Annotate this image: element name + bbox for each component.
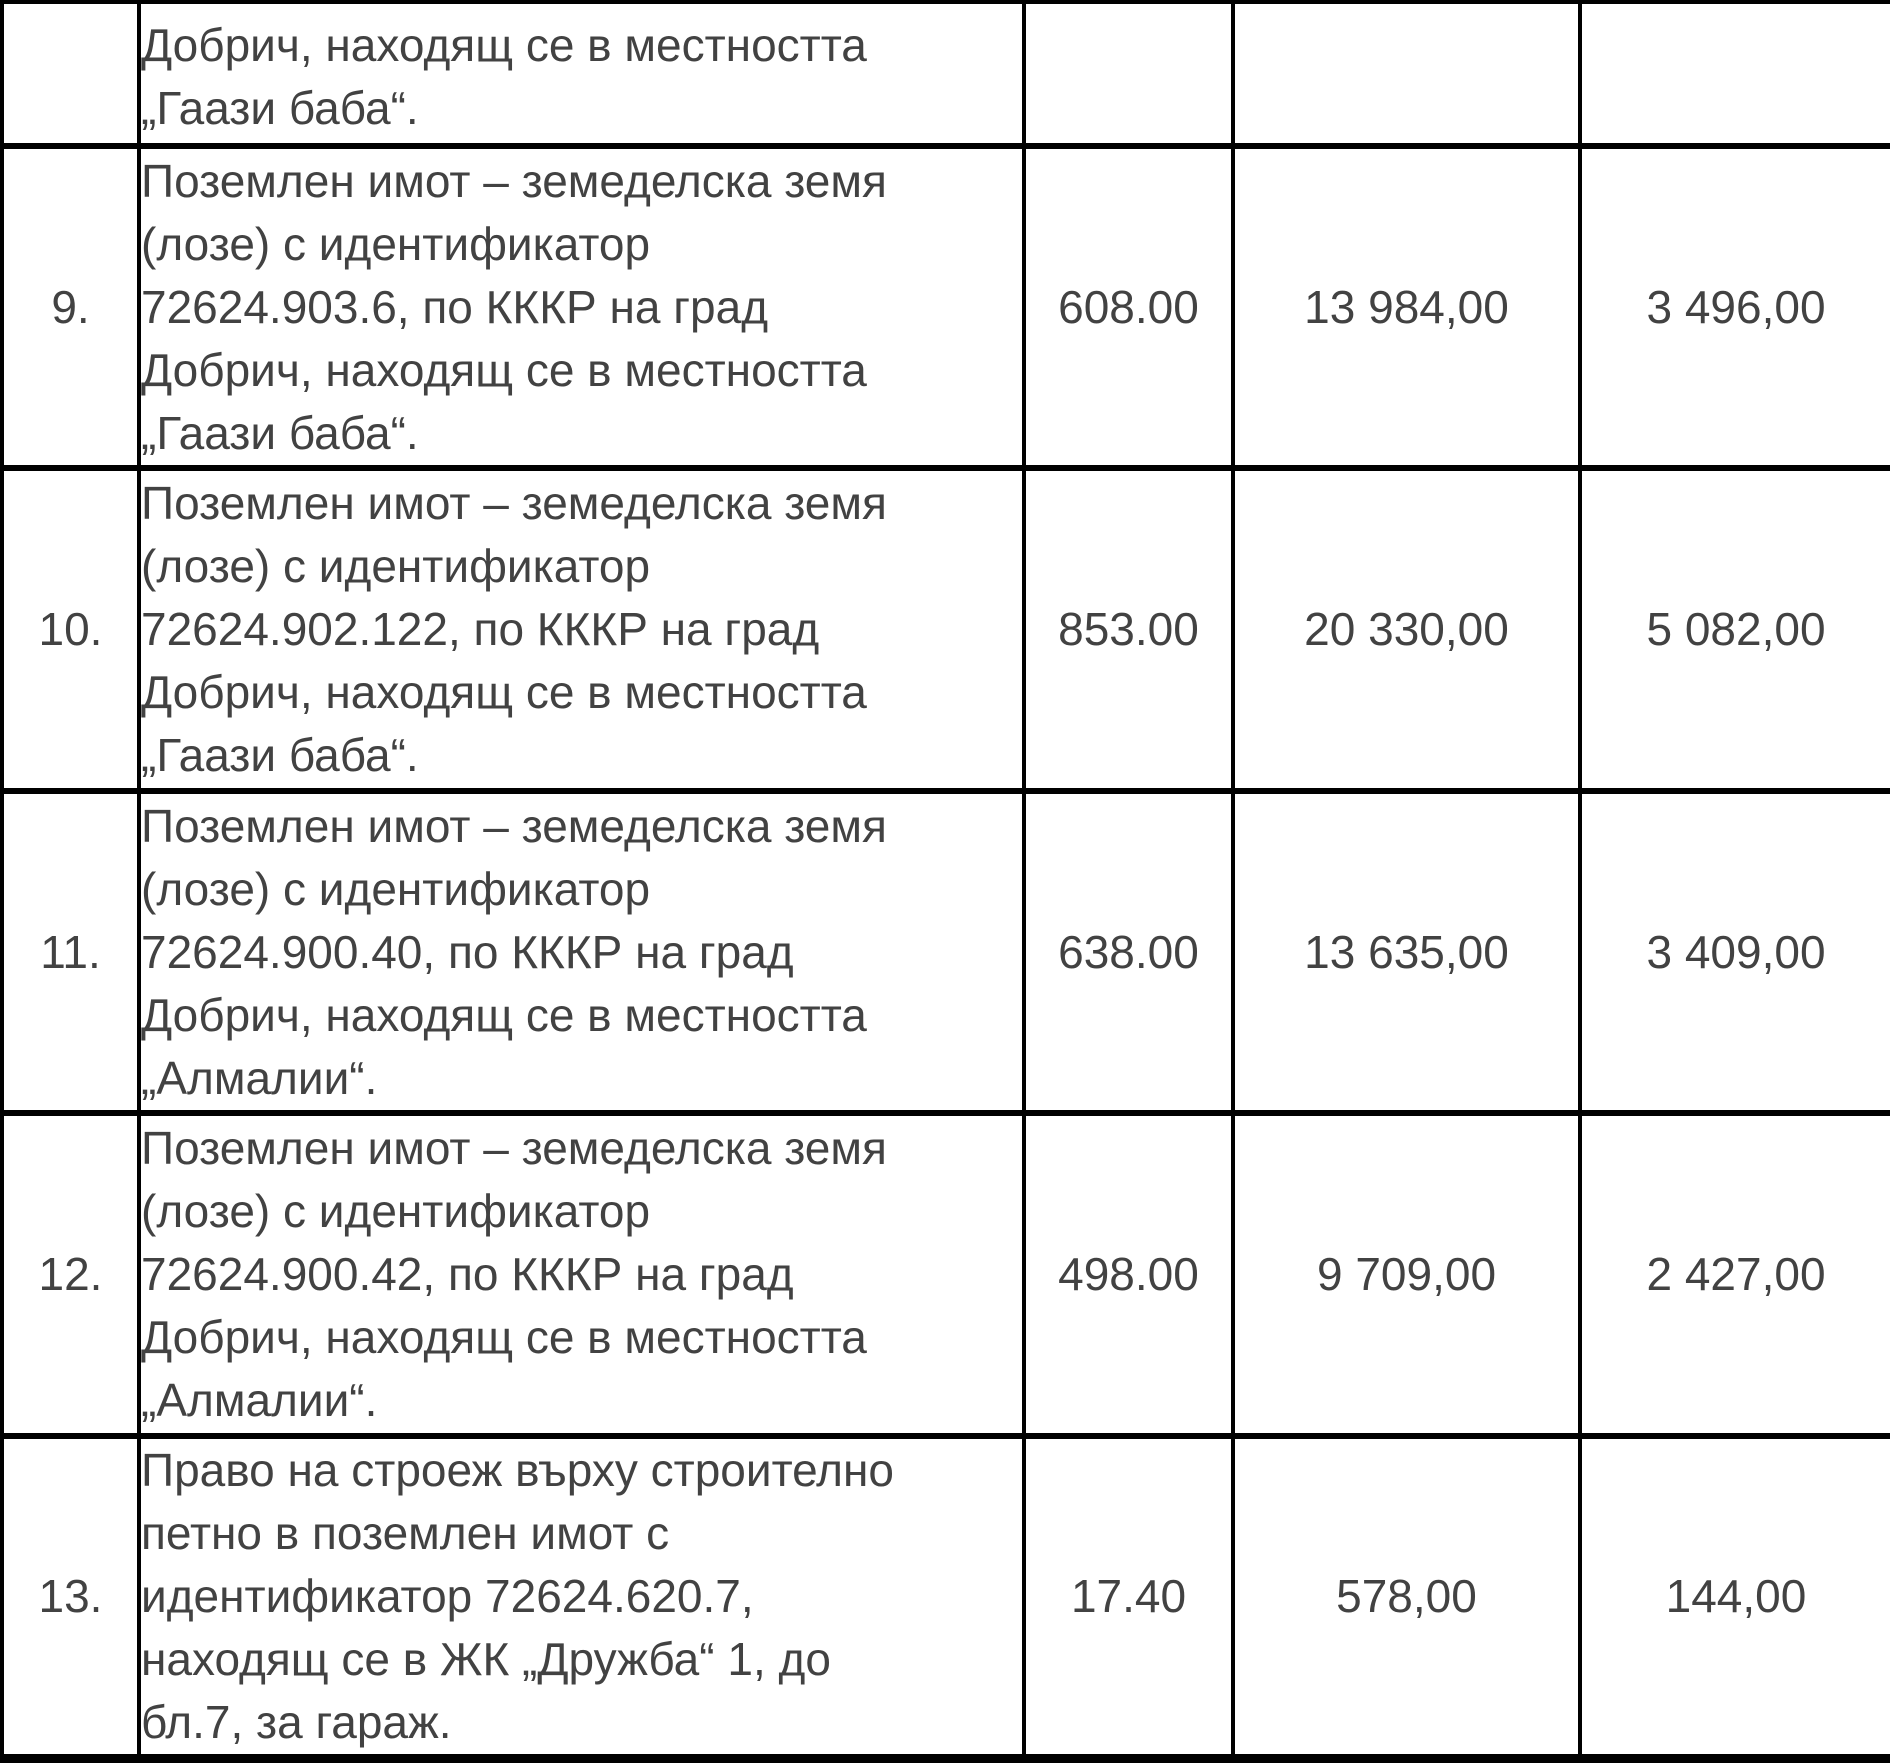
description-line: находящ се в ЖК „Дружба“ 1, до — [141, 1633, 831, 1685]
value1-cell: 578,00 — [1231, 1433, 1582, 1763]
table-row: 12. Поземлен имот – земеделска земя (лоз… — [0, 1110, 1890, 1439]
value1-cell: 13 635,00 — [1231, 788, 1582, 1116]
description-line: 72624.903.6, по КККР на град — [141, 280, 769, 333]
description-line: Добрич, находящ се в местността — [141, 343, 867, 396]
value2-cell — [1578, 0, 1890, 149]
table-row-carryover: Добрич, находящ се в местността „Гаази б… — [0, 0, 1890, 149]
description-line: Добрич, находящ се в местността — [141, 1311, 867, 1363]
description-line: петно в поземлен имот с — [141, 1507, 670, 1559]
row-number-cell: 9. — [0, 143, 141, 471]
area-cell — [1022, 0, 1235, 149]
description-cell: Право на строеж върху строително петно в… — [137, 1433, 1026, 1763]
table-row: 9. Поземлен имот – земеделска земя (лозе… — [0, 143, 1890, 471]
row-number-cell: 10. — [0, 465, 141, 794]
description-line: бл.7, за гараж. — [141, 1696, 452, 1748]
description-line: 72624.902.122, по КККР на град — [141, 603, 820, 655]
description-line: (лозе) с идентификатор — [141, 1185, 651, 1237]
table-row: 11. Поземлен имот – земеделска земя (лоз… — [0, 788, 1890, 1116]
description-cell: Поземлен имот – земеделска земя (лозе) с… — [137, 143, 1026, 471]
description-cell: Поземлен имот – земеделска земя (лозе) с… — [137, 788, 1026, 1116]
description-line: Поземлен имот – земеделска земя — [141, 154, 887, 207]
value1-cell: 20 330,00 — [1231, 465, 1582, 794]
value2-cell: 3 409,00 — [1578, 788, 1890, 1116]
description-line: (лозе) с идентификатор — [141, 862, 651, 915]
area-cell: 853.00 — [1022, 465, 1235, 794]
description-line: Добрич, находящ се в местността — [141, 19, 867, 71]
description-line: „Гаази баба“. — [141, 729, 419, 781]
description-line: 72624.900.42, по КККР на град — [141, 1248, 794, 1300]
area-cell: 638.00 — [1022, 788, 1235, 1116]
description-line: Поземлен имот – земеделска земя — [141, 1122, 887, 1174]
description-line: „Гаази баба“. — [141, 82, 419, 134]
value1-cell — [1231, 0, 1582, 149]
description-line: „Алмалии“. — [141, 1051, 378, 1104]
area-cell: 17.40 — [1022, 1433, 1235, 1763]
row-number-cell: 12. — [0, 1110, 141, 1439]
description-line: „Алмалии“. — [141, 1374, 378, 1426]
description-line: Право на строеж върху строително — [141, 1444, 895, 1496]
table-row: 13. Право на строеж върху строително пет… — [0, 1433, 1890, 1763]
description-line: (лозе) с идентификатор — [141, 540, 651, 592]
value2-cell: 2 427,00 — [1578, 1110, 1890, 1439]
description-line: Добрич, находящ се в местността — [141, 988, 867, 1041]
row-number-cell: 13. — [0, 1433, 141, 1763]
value2-cell: 3 496,00 — [1578, 143, 1890, 471]
row-number-cell: 11. — [0, 788, 141, 1116]
value2-cell: 5 082,00 — [1578, 465, 1890, 794]
description-cell: Поземлен имот – земеделска земя (лозе) с… — [137, 465, 1026, 794]
description-cell: Добрич, находящ се в местността „Гаази б… — [137, 0, 1026, 149]
description-line: Добрич, находящ се в местността — [141, 666, 867, 718]
description-line: идентификатор 72624.620.7, — [141, 1570, 754, 1622]
description-line: Поземлен имот – земеделска земя — [141, 799, 887, 852]
area-cell: 498.00 — [1022, 1110, 1235, 1439]
table-row: 10. Поземлен имот – земеделска земя (лоз… — [0, 465, 1890, 794]
description-line: 72624.900.40, по КККР на град — [141, 925, 794, 978]
description-line: (лозе) с идентификатор — [141, 217, 651, 270]
value2-cell: 144,00 — [1578, 1433, 1890, 1763]
description-cell: Поземлен имот – земеделска земя (лозе) с… — [137, 1110, 1026, 1439]
value1-cell: 9 709,00 — [1231, 1110, 1582, 1439]
value1-cell: 13 984,00 — [1231, 143, 1582, 471]
area-cell: 608.00 — [1022, 143, 1235, 471]
row-number-cell — [0, 0, 141, 149]
description-line: Поземлен имот – земеделска земя — [141, 477, 887, 529]
description-line: „Гаази баба“. — [141, 406, 419, 459]
